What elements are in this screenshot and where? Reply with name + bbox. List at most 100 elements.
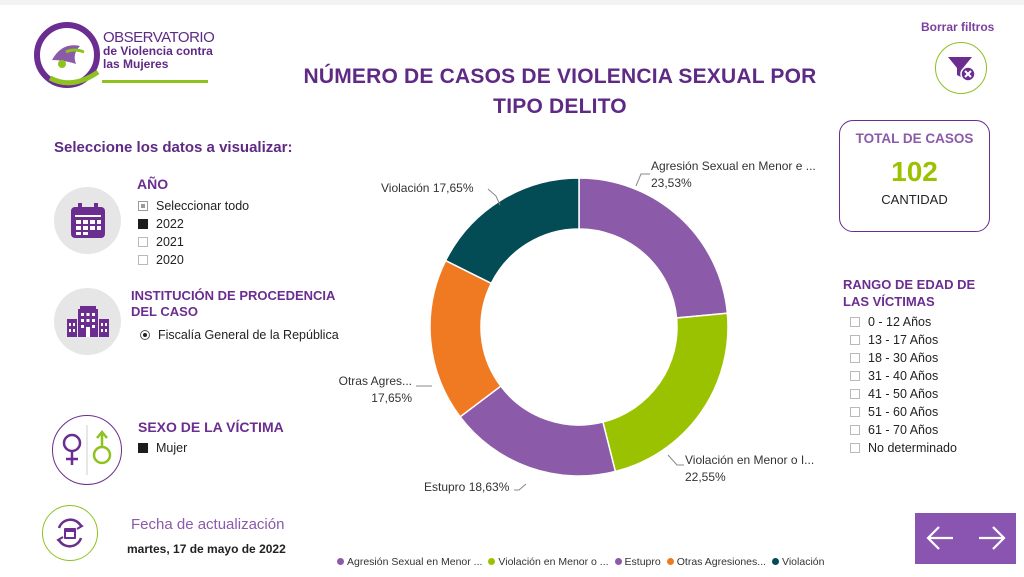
- legend-label: Agresión Sexual en Menor ...: [347, 556, 483, 568]
- checkbox[interactable]: [138, 201, 148, 211]
- institution-heading: INSTITUCIÓN DE PROCEDENCIA DEL CASO: [131, 288, 335, 320]
- slice-label-violacion: Violación 17,65%: [381, 181, 474, 195]
- slice-label-otras: Otras Agres... 17,65%: [320, 373, 412, 407]
- age-option[interactable]: 0 - 12 Años: [850, 313, 957, 331]
- legend-item[interactable]: Estupro: [614, 556, 661, 568]
- title-line-2: TIPO DELITO: [493, 95, 627, 118]
- total-caption: CANTIDAD: [881, 192, 948, 207]
- option-label: 51 - 60 Años: [868, 405, 939, 419]
- age-option[interactable]: 51 - 60 Años: [850, 403, 957, 421]
- update-label: Fecha de actualización: [131, 516, 285, 533]
- slice-name: Violación en Menor o I...: [685, 453, 815, 467]
- calendar-refresh-icon: [56, 518, 84, 548]
- year-heading: AÑO: [137, 176, 169, 192]
- checkbox[interactable]: [850, 425, 860, 435]
- option-label: No determinado: [868, 441, 957, 455]
- legend-dot: [337, 558, 344, 565]
- option-label: 41 - 50 Años: [868, 387, 939, 401]
- institution-option[interactable]: Fiscalía General de la República: [140, 326, 339, 344]
- slice-label-estupro: Estupro 18,63%: [424, 480, 509, 494]
- page-title: NÚMERO DE CASOS DE VIOLENCIA SEXUAL POR …: [250, 62, 870, 122]
- age-heading-line-1: RANGO DE EDAD DE: [843, 277, 976, 292]
- leader-line: [667, 454, 684, 466]
- year-option-2020[interactable]: 2020: [138, 251, 249, 269]
- institution-icon-circle: [54, 288, 121, 355]
- slice-otras[interactable]: [429, 259, 502, 418]
- age-options: 0 - 12 Años 13 - 17 Años 18 - 30 Años 31…: [850, 313, 957, 457]
- checkbox[interactable]: [138, 219, 148, 229]
- age-option[interactable]: 13 - 17 Años: [850, 331, 957, 349]
- option-label: 18 - 30 Años: [868, 351, 939, 365]
- age-option[interactable]: 61 - 70 Años: [850, 421, 957, 439]
- checkbox[interactable]: [138, 237, 148, 247]
- checkbox[interactable]: [850, 443, 860, 453]
- checkbox[interactable]: [850, 317, 860, 327]
- year-option-2021[interactable]: 2021: [138, 233, 249, 251]
- slice-name: Violación: [381, 181, 430, 195]
- logo-line-1: OBSERVATORIO: [103, 29, 215, 46]
- age-option[interactable]: No determinado: [850, 439, 957, 457]
- slice-percent: 17,65%: [371, 391, 412, 405]
- slice-name: Otras Agres...: [338, 374, 412, 388]
- legend-item[interactable]: Agresión Sexual en Menor ...: [337, 556, 482, 568]
- arrow-right-icon[interactable]: [965, 513, 1016, 564]
- total-value: 102: [891, 156, 938, 187]
- sex-heading: SEXO DE LA VÍCTIMA: [138, 419, 284, 435]
- leader-line: [487, 188, 501, 206]
- building-icon: [66, 305, 109, 337]
- slice-percent: 18,63%: [468, 480, 510, 494]
- institution-heading-line-1: INSTITUCIÓN DE PROCEDENCIA: [131, 288, 336, 303]
- radio-button[interactable]: [140, 330, 150, 340]
- legend-item[interactable]: Violación: [772, 556, 824, 568]
- checkbox[interactable]: [850, 371, 860, 381]
- checkbox[interactable]: [138, 443, 148, 453]
- legend-dot: [614, 558, 622, 565]
- slice-percent: 17,65%: [432, 181, 474, 195]
- option-label: Fiscalía General de la República: [158, 328, 339, 342]
- arrow-left-icon[interactable]: [915, 513, 965, 564]
- slice-label-violacion-menor: Violación en Menor o I... 22,55%: [685, 452, 814, 486]
- page-navigation: [915, 513, 1016, 564]
- year-option-2022[interactable]: 2022: [138, 215, 249, 233]
- checkbox[interactable]: [138, 255, 148, 265]
- clear-filters-label[interactable]: Borrar filtros: [921, 20, 995, 34]
- age-option[interactable]: 41 - 50 Años: [850, 385, 957, 403]
- checkbox[interactable]: [850, 335, 860, 345]
- year-option-all[interactable]: Seleccionar todo: [138, 197, 249, 215]
- slice-name: Estupro: [424, 480, 466, 494]
- update-date: martes, 17 de mayo de 2022: [127, 542, 286, 556]
- gender-icon: [62, 424, 111, 475]
- legend-label: Estupro: [624, 556, 661, 568]
- age-option[interactable]: 31 - 40 Años: [850, 367, 957, 385]
- checkbox[interactable]: [850, 389, 860, 399]
- option-label: 2020: [156, 253, 184, 267]
- slice-agresion[interactable]: [578, 177, 729, 319]
- option-label: 13 - 17 Años: [868, 333, 939, 347]
- logo-underline: [102, 80, 208, 83]
- logo: OBSERVATORIO de Violencia contra las Muj…: [32, 20, 215, 90]
- age-heading: RANGO DE EDAD DE LAS VÍCTIMAS: [843, 276, 975, 310]
- filter-clear-icon: [948, 57, 976, 82]
- total-heading: TOTAL DE CASOS: [855, 131, 974, 146]
- observatory-logo-icon: [34, 22, 100, 88]
- slice-violacion-menor[interactable]: [602, 312, 729, 473]
- year-options: Seleccionar todo 2022 2021 2020: [138, 197, 249, 269]
- year-icon-circle: [54, 187, 121, 254]
- clear-filters-button[interactable]: [935, 42, 987, 94]
- legend-item[interactable]: Violación en Menor o ...: [488, 556, 609, 568]
- checkbox[interactable]: [850, 353, 860, 363]
- age-option[interactable]: 18 - 30 Años: [850, 349, 957, 367]
- update-icon-circle: [42, 505, 98, 561]
- slice-estupro[interactable]: [459, 385, 617, 477]
- total-cases-card: TOTAL DE CASOS 102 CANTIDAD: [839, 120, 990, 232]
- slice-percent: 23,53%: [651, 176, 692, 190]
- leader-line: [635, 173, 650, 187]
- top-strip: [0, 0, 1024, 5]
- checkbox[interactable]: [850, 407, 860, 417]
- title-line-1: NÚMERO DE CASOS DE VIOLENCIA SEXUAL POR: [303, 65, 817, 88]
- legend-label: Violación: [782, 556, 825, 568]
- sex-option-mujer[interactable]: Mujer: [138, 439, 187, 457]
- legend-item[interactable]: Otras Agresiones...: [666, 556, 766, 568]
- age-heading-line-2: LAS VÍCTIMAS: [843, 294, 935, 309]
- option-label: 61 - 70 Años: [868, 423, 939, 437]
